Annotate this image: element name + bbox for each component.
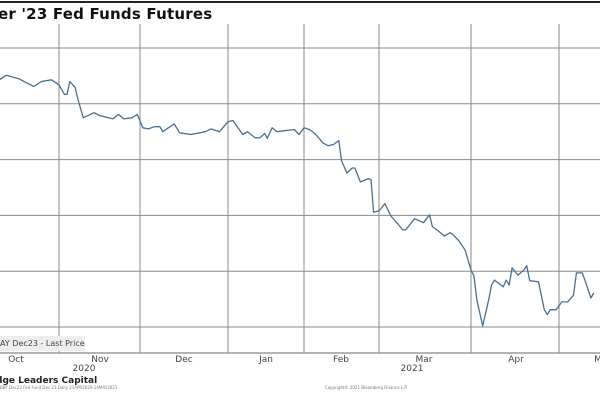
x-tick-label-mar: Mar bbox=[415, 355, 433, 365]
top-border bbox=[0, 1, 600, 3]
x-tick-label-jan: Jan bbox=[259, 355, 273, 365]
x-tick-label-apr: Apr bbox=[508, 355, 524, 365]
x-year-label-2020: 2020 bbox=[72, 364, 96, 374]
x-tick-label-feb: Feb bbox=[333, 355, 349, 365]
chart-title: er '23 Fed Funds Futures bbox=[0, 5, 213, 23]
copyright: Copyright© 2021 Bloomberg Finance L.P. bbox=[325, 385, 408, 390]
legend: AY Dec23 - Last Price bbox=[0, 336, 85, 351]
legend-label: AY Dec23 - Last Price bbox=[0, 339, 85, 348]
footer-fine-print: BBY Dec23 Fed Fund Dec 23 Daily 21APR202… bbox=[0, 385, 118, 390]
x-year-label-2021: 2021 bbox=[400, 364, 424, 374]
x-tick-label-nov: Nov bbox=[91, 355, 109, 365]
gridlines bbox=[0, 24, 600, 353]
firm-name: dge Leaders Capital bbox=[0, 376, 98, 386]
series-line-dec23-last-price bbox=[0, 74, 595, 327]
x-tick-label-oct: Oct bbox=[8, 355, 24, 365]
x-tick-label-may: M bbox=[594, 355, 600, 365]
x-tick-label-dec: Dec bbox=[175, 355, 193, 365]
